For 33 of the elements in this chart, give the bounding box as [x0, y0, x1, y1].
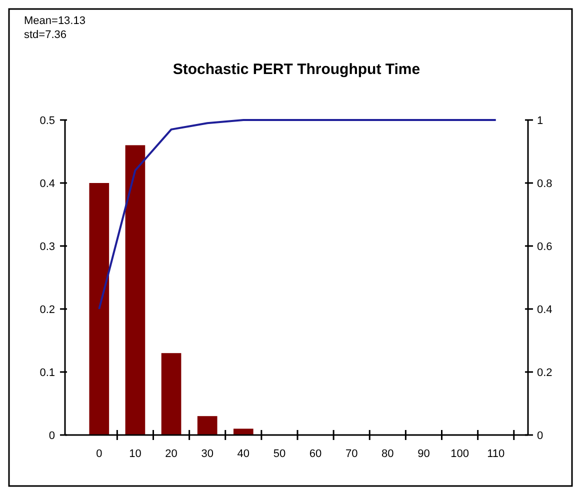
x-tick-label: 40 [237, 448, 250, 460]
x-tick-label: 0 [96, 448, 102, 460]
y2-tick-label: 0 [537, 430, 544, 442]
y2-tick-label: 0.6 [537, 241, 552, 253]
y-tick-label: 0.2 [40, 304, 55, 316]
bar [197, 416, 218, 435]
y2-tick-label: 0.4 [537, 304, 552, 316]
text: Mean=13.13 [24, 15, 86, 27]
x-tick-label: 20 [165, 448, 178, 460]
y-tick-label: 0.1 [40, 367, 55, 379]
y-tick-label: 0.3 [40, 241, 55, 253]
bar [125, 145, 146, 435]
y-tick-label: 0 [48, 430, 55, 442]
x-tick-label: 100 [450, 448, 469, 460]
bar [89, 183, 110, 435]
text: std=7.36 [24, 29, 67, 41]
x-tick-label: 90 [418, 448, 430, 460]
x-tick-label: 110 [487, 448, 505, 460]
x-tick-label: 80 [382, 448, 394, 460]
x-tick-label: 10 [129, 448, 142, 460]
bar [233, 428, 254, 435]
y2-tick-label: 0.8 [537, 178, 552, 190]
x-tick-label: 30 [201, 448, 214, 460]
y2-tick-label: 1 [537, 115, 544, 127]
x-tick-label: 50 [273, 448, 286, 460]
y-tick-label: 0.5 [40, 115, 55, 127]
x-tick-label: 70 [345, 448, 358, 460]
bar [161, 353, 182, 435]
line-series [98, 119, 497, 310]
x-tick-label: 60 [309, 448, 322, 460]
chart-title: Stochastic PERT Throughput Time [172, 61, 420, 78]
y2-tick-label: 0.2 [537, 367, 552, 379]
y-tick-label: 0.4 [40, 178, 55, 190]
